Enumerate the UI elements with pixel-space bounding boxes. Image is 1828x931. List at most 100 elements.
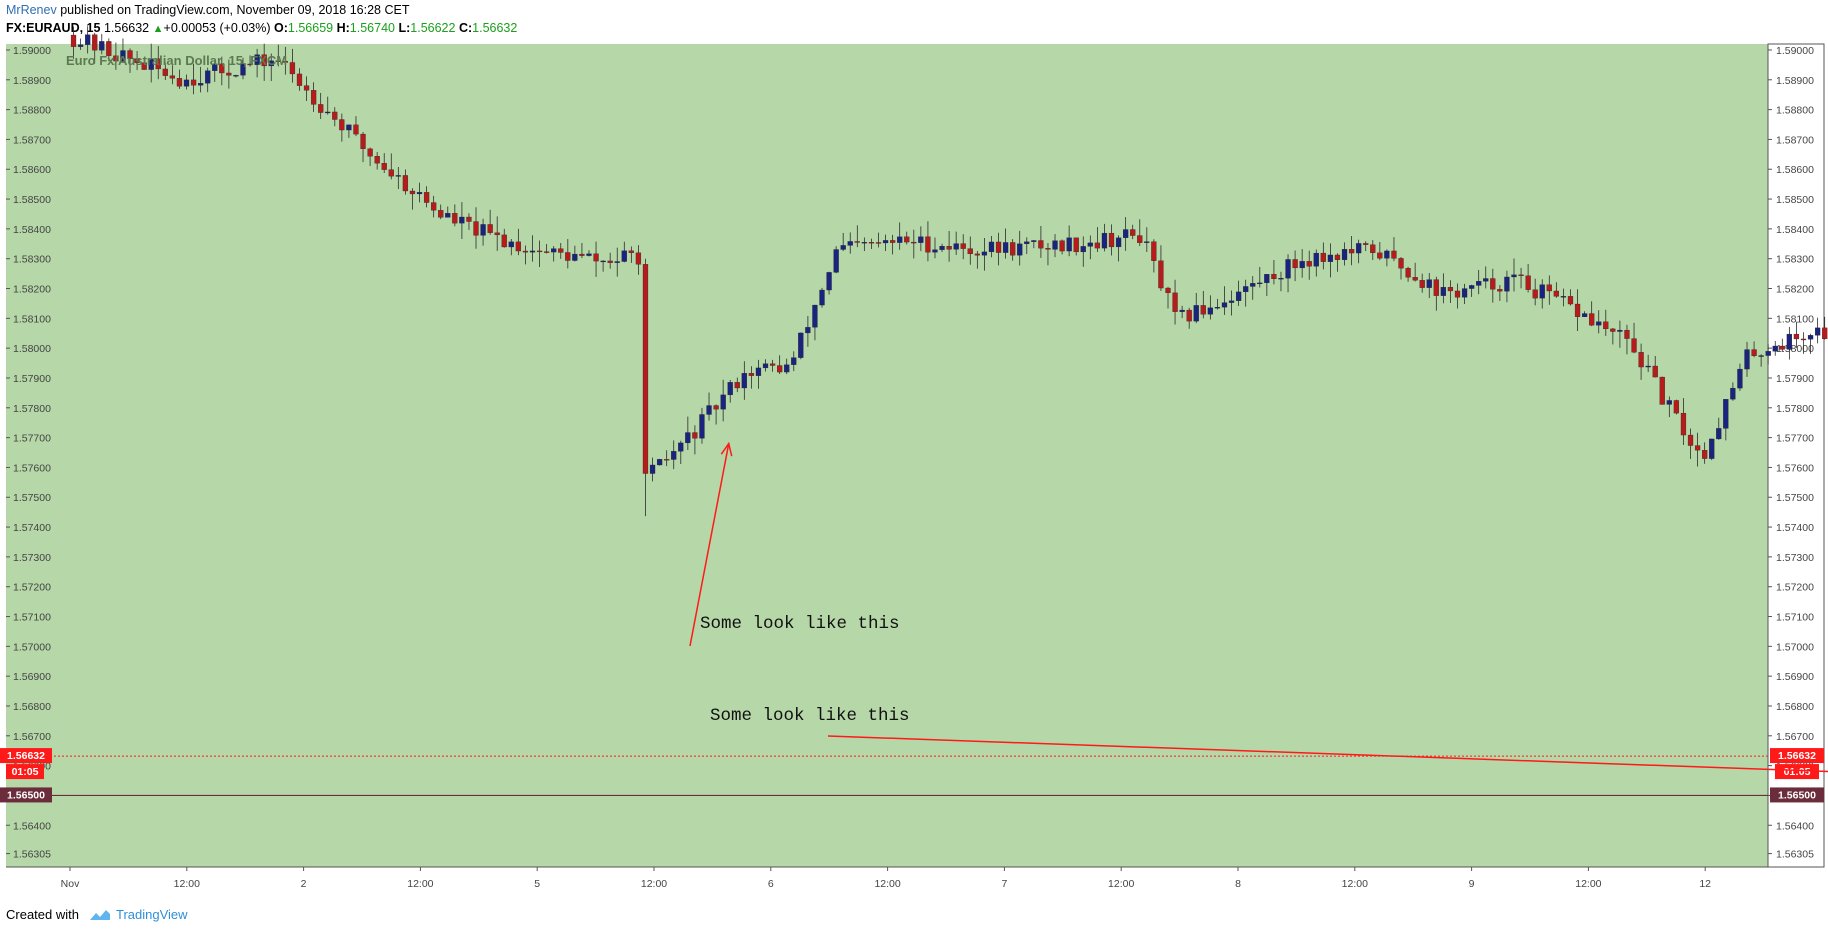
candle-body (1151, 241, 1157, 261)
candle-body (1814, 327, 1821, 336)
candle-body (1370, 244, 1376, 253)
candle-body (1673, 400, 1680, 414)
countdown-badge-left: 01:05 (12, 766, 39, 778)
candle-body (339, 119, 345, 131)
candle-body (1384, 250, 1390, 259)
y-tick-label-left: 1.57200 (13, 582, 51, 594)
y-tick-label-right: 1.58000 (1776, 343, 1814, 355)
candle-body (1186, 309, 1192, 322)
annotation-arrow[interactable] (689, 443, 730, 647)
candle-body (939, 246, 945, 250)
candle-body (1221, 302, 1228, 308)
candle-body (1271, 274, 1277, 280)
candle-body (826, 272, 832, 291)
candle-body (508, 241, 514, 248)
chart-title: Euro Fx/Australian Dollar, 15, FXCM (66, 53, 287, 68)
y-tick-label-left: 1.59000 (13, 45, 51, 57)
tradingview-link[interactable]: TradingView (116, 907, 188, 922)
time-axis[interactable]: Nov 12:00 2 12:00 5 12:00 6 12:00 7 12:00 8 12:00 9 1… (61, 867, 1712, 890)
candle-body (904, 236, 910, 243)
candle-body (402, 175, 409, 192)
y-tick-label-left: 1.56900 (13, 671, 51, 683)
candle-body (1108, 232, 1115, 248)
candle-body (875, 242, 882, 244)
candle-body (551, 248, 557, 253)
candle-body (247, 63, 253, 66)
candle-body (1589, 313, 1595, 326)
candle-body (1461, 288, 1468, 298)
candle-body (367, 148, 373, 157)
candle-body (1334, 254, 1341, 260)
y-tick-label-left: 1.58200 (13, 284, 51, 296)
candle-body (92, 34, 98, 51)
publish-info: published on TradingView.com, November 0… (56, 3, 410, 17)
x-tick-label: 9 (1469, 878, 1475, 890)
annotation-arrow[interactable] (827, 735, 1828, 804)
candle-body (1313, 252, 1319, 267)
y-tick-label-left: 1.57500 (13, 492, 51, 504)
candle-body (713, 405, 719, 410)
candle-body (1511, 274, 1517, 278)
candle-body (565, 252, 571, 261)
candle-body (1059, 240, 1065, 252)
candle-body (671, 451, 677, 460)
candle-body (282, 60, 288, 63)
candle-body (918, 236, 924, 243)
countdown-badge-left-bg (6, 764, 44, 780)
y-tick-label-left: 1.58300 (13, 254, 51, 266)
candle-body (1031, 240, 1037, 242)
candle-body (1624, 329, 1630, 339)
candle-body (1010, 242, 1016, 256)
author-link[interactable]: MrRenev (6, 3, 57, 17)
candle-body (1525, 275, 1531, 290)
candle-body (1758, 355, 1764, 357)
candle-body (1659, 376, 1665, 405)
candle-body (769, 363, 776, 366)
annotation-text[interactable]: Some look like this (710, 706, 910, 726)
candle-body (1617, 329, 1623, 332)
up-arrow-icon: ▲ (152, 23, 164, 35)
candle-body (487, 224, 493, 233)
y-tick-label-right: 1.58200 (1776, 284, 1814, 296)
candle-body (388, 169, 394, 177)
candle-body (77, 44, 84, 47)
candle-body (501, 234, 507, 248)
candle-body (1666, 400, 1672, 405)
last-price-badge-right-bg (1770, 748, 1824, 764)
y-tick-label-right: 1.56900 (1776, 671, 1814, 683)
annotation-arrowhead[interactable] (720, 441, 733, 457)
candle-body (289, 62, 296, 75)
y-tick-label-right: 1.58100 (1776, 313, 1814, 325)
candle-body (960, 243, 966, 249)
plot-area[interactable] (6, 44, 1768, 867)
annotations[interactable]: Some look like this Some look like this (689, 441, 1828, 810)
candle-body (1348, 249, 1355, 254)
level-badge-left-bg (0, 787, 52, 803)
candle-body (233, 75, 239, 77)
candle-body (988, 241, 995, 253)
y-tick-label-left: 1.57600 (13, 462, 51, 474)
high-value: 1.56740 (349, 21, 395, 35)
candle-body (332, 111, 338, 120)
level-badge-right: 1.56500 (1778, 789, 1816, 801)
level-badge-left: 1.56500 (7, 789, 45, 801)
candle-body (664, 459, 670, 461)
y-tick-label-right: 1.57200 (1776, 582, 1814, 594)
candle-body (1045, 248, 1051, 250)
candle-body (1179, 309, 1185, 312)
candle-body (1800, 338, 1807, 341)
right-price-axis[interactable] (1767, 43, 1825, 868)
annotation-text[interactable]: Some look like this (700, 614, 900, 634)
candle-body (134, 58, 140, 63)
candle-body (1115, 237, 1122, 248)
candle-body (586, 253, 592, 256)
candle-body (642, 264, 649, 474)
candle-body (1292, 259, 1298, 269)
candle-body (1066, 237, 1072, 252)
x-tick-label: 12:00 (1342, 878, 1368, 890)
candle-body (1257, 282, 1263, 285)
candle-body (205, 70, 211, 84)
candle-body (1694, 445, 1701, 451)
candle-body (1490, 278, 1496, 290)
